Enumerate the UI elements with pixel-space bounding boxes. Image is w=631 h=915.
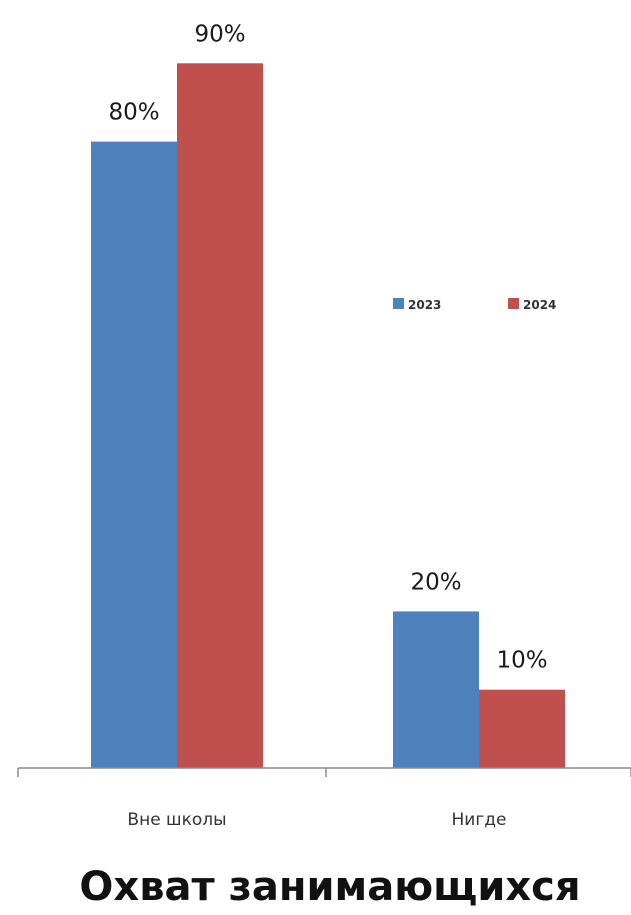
legend-label-2023: 2023 <box>408 298 441 312</box>
legend-swatch-2024 <box>508 298 519 309</box>
data-labels: 80% 90% 20% 10% <box>108 21 547 673</box>
bar-2024-2 <box>479 689 565 768</box>
data-label-2024-2: 10% <box>496 648 547 674</box>
x-axis: Вне школы Нигде <box>17 767 631 830</box>
legend: 2023 2024 <box>393 298 556 312</box>
legend-swatch-2023 <box>393 298 404 309</box>
legend-label-2024: 2024 <box>523 298 556 312</box>
chart-title: Охват занимающихся <box>79 864 580 910</box>
data-label-2023-1: 80% <box>108 100 159 126</box>
bars <box>91 63 565 769</box>
bar-2023-1 <box>91 141 177 769</box>
x-tick-label-1: Вне школы <box>127 810 226 830</box>
data-label-2024-1: 90% <box>194 21 245 47</box>
bar-2024-1 <box>177 63 263 769</box>
bar-2023-2 <box>393 611 479 768</box>
x-tick-label-2: Нигде <box>452 810 507 830</box>
data-label-2023-2: 20% <box>410 569 461 595</box>
